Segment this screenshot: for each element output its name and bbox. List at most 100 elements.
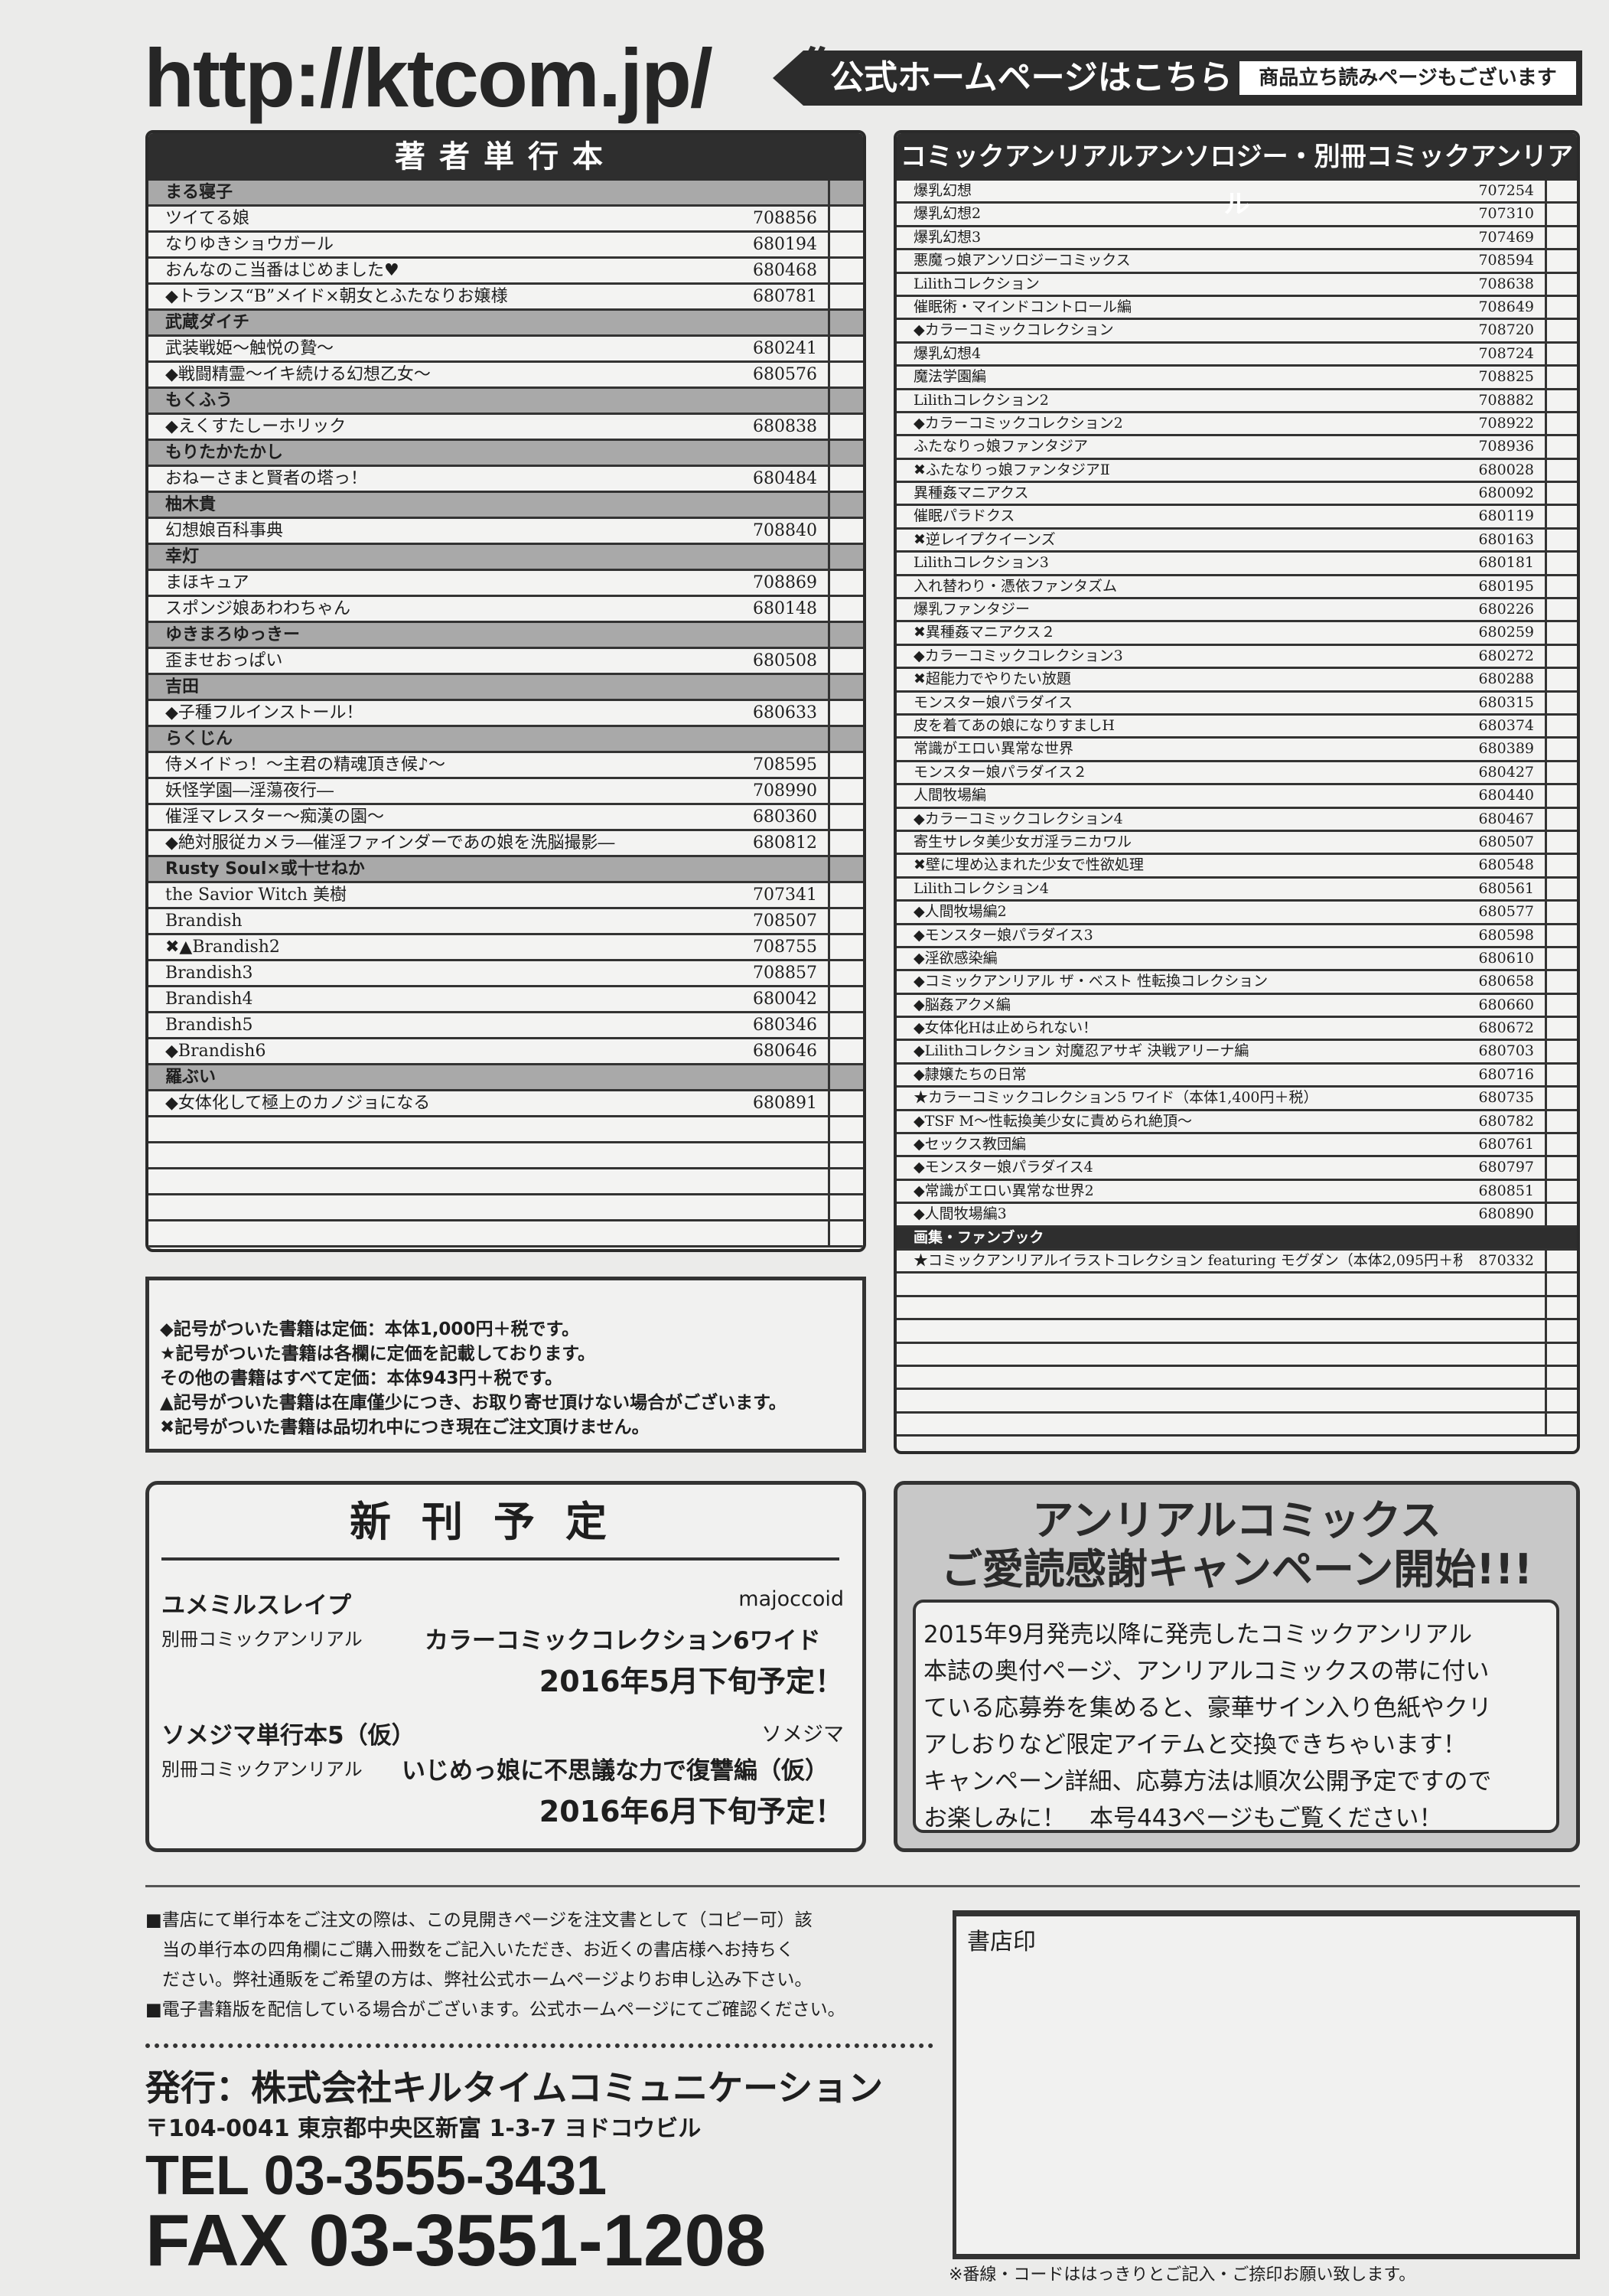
quantity-box[interactable] — [1545, 878, 1577, 900]
bookstore-stamp-box[interactable]: 書店印 — [953, 1910, 1580, 2259]
quantity-box[interactable] — [828, 441, 863, 465]
quantity-box[interactable] — [1545, 1366, 1577, 1388]
quantity-box[interactable] — [1545, 390, 1577, 411]
quantity-box[interactable] — [1545, 1296, 1577, 1319]
quantity-box[interactable] — [828, 1221, 863, 1245]
quantity-box[interactable] — [828, 1013, 863, 1037]
quantity-box[interactable] — [1545, 947, 1577, 970]
quantity-box[interactable] — [1545, 181, 1577, 202]
quantity-box[interactable] — [828, 311, 863, 334]
quantity-box[interactable] — [1545, 645, 1577, 667]
quantity-box[interactable] — [1545, 227, 1577, 249]
quantity-box[interactable] — [828, 337, 863, 360]
quantity-box[interactable] — [1545, 1343, 1577, 1365]
quantity-box[interactable] — [828, 1169, 863, 1193]
quantity-box[interactable] — [828, 701, 863, 725]
quantity-box[interactable] — [1545, 459, 1577, 481]
book-title — [897, 1274, 1462, 1294]
quantity-box[interactable] — [1545, 855, 1577, 876]
quantity-box[interactable] — [1545, 599, 1577, 621]
quantity-box[interactable] — [828, 935, 863, 959]
quantity-box[interactable] — [828, 987, 863, 1011]
quantity-box[interactable] — [828, 571, 863, 595]
quantity-box[interactable] — [828, 519, 863, 543]
quantity-box[interactable] — [828, 259, 863, 282]
quantity-box[interactable] — [828, 961, 863, 985]
quantity-box[interactable] — [828, 779, 863, 803]
quantity-box[interactable] — [828, 285, 863, 308]
quantity-box[interactable] — [1545, 902, 1577, 923]
quantity-box[interactable] — [828, 1117, 863, 1141]
quantity-box[interactable] — [1545, 273, 1577, 295]
quantity-box[interactable] — [1545, 296, 1577, 318]
quantity-box[interactable] — [1545, 622, 1577, 644]
quantity-box[interactable] — [1545, 1018, 1577, 1039]
quantity-box[interactable] — [1545, 1088, 1577, 1109]
quantity-box[interactable] — [1545, 808, 1577, 830]
quantity-box[interactable] — [1545, 1064, 1577, 1086]
quantity-box[interactable] — [828, 493, 863, 517]
quantity-box[interactable] — [828, 467, 863, 491]
quantity-box[interactable] — [828, 545, 863, 569]
quantity-box[interactable] — [828, 1195, 863, 1219]
quantity-box[interactable] — [828, 1091, 863, 1115]
quantity-box[interactable] — [828, 883, 863, 907]
quantity-box[interactable] — [828, 207, 863, 230]
quantity-box[interactable] — [828, 805, 863, 829]
quantity-box[interactable] — [1545, 204, 1577, 225]
quantity-box[interactable] — [1545, 715, 1577, 737]
quantity-box[interactable] — [828, 415, 863, 439]
quantity-box[interactable] — [828, 649, 863, 673]
quantity-box[interactable] — [828, 727, 863, 751]
quantity-box[interactable] — [1545, 506, 1577, 527]
quantity-box[interactable] — [1545, 1180, 1577, 1202]
quantity-box[interactable] — [1545, 1157, 1577, 1179]
book-row: 常識がエロい異常な世界 680389 — [897, 739, 1577, 762]
quantity-box[interactable] — [1545, 553, 1577, 574]
quantity-box[interactable] — [828, 233, 863, 256]
book-title: 入れ替わり・憑依ファンタズム — [914, 577, 1118, 595]
quantity-box[interactable] — [828, 363, 863, 386]
quantity-box[interactable] — [1545, 576, 1577, 598]
quantity-box[interactable] — [1545, 692, 1577, 713]
quantity-box[interactable] — [1545, 1274, 1577, 1295]
book-title: 常識がエロい異常な世界 — [914, 740, 1074, 758]
quantity-box[interactable] — [828, 857, 863, 881]
quantity-box[interactable] — [1545, 529, 1577, 551]
quantity-box[interactable] — [1545, 320, 1577, 341]
quantity-box[interactable] — [1545, 669, 1577, 690]
quantity-box[interactable] — [1545, 1204, 1577, 1225]
quantity-box[interactable] — [828, 389, 863, 413]
quantity-box[interactable] — [1545, 436, 1577, 458]
quantity-box[interactable] — [1545, 343, 1577, 365]
website-url[interactable]: http://ktcom.jp/ — [144, 31, 713, 124]
quantity-box[interactable] — [1545, 762, 1577, 784]
quantity-box[interactable] — [828, 675, 863, 699]
quantity-box[interactable] — [828, 181, 863, 204]
quantity-box[interactable] — [1545, 1413, 1577, 1435]
quantity-box[interactable] — [1545, 483, 1577, 504]
quantity-box[interactable] — [1545, 1110, 1577, 1133]
quantity-box[interactable] — [1545, 1250, 1577, 1272]
quantity-box[interactable] — [1545, 1134, 1577, 1156]
quantity-box[interactable] — [1545, 994, 1577, 1016]
quantity-box[interactable] — [828, 1065, 863, 1089]
quantity-box[interactable] — [828, 909, 863, 933]
quantity-box[interactable] — [1545, 1041, 1577, 1062]
quantity-box[interactable] — [1545, 739, 1577, 760]
quantity-box[interactable] — [1545, 1320, 1577, 1342]
quantity-box[interactable] — [1545, 831, 1577, 853]
quantity-box[interactable] — [828, 597, 863, 621]
quantity-box[interactable] — [828, 1143, 863, 1167]
quantity-box[interactable] — [828, 623, 863, 647]
quantity-box[interactable] — [1545, 925, 1577, 946]
quantity-box[interactable] — [828, 1039, 863, 1063]
quantity-box[interactable] — [1545, 785, 1577, 807]
quantity-box[interactable] — [1545, 250, 1577, 272]
quantity-box[interactable] — [1545, 367, 1577, 388]
quantity-box[interactable] — [828, 753, 863, 777]
quantity-box[interactable] — [1545, 971, 1577, 993]
quantity-box[interactable] — [1545, 413, 1577, 435]
quantity-box[interactable] — [828, 831, 863, 855]
quantity-box[interactable] — [1545, 1390, 1577, 1411]
